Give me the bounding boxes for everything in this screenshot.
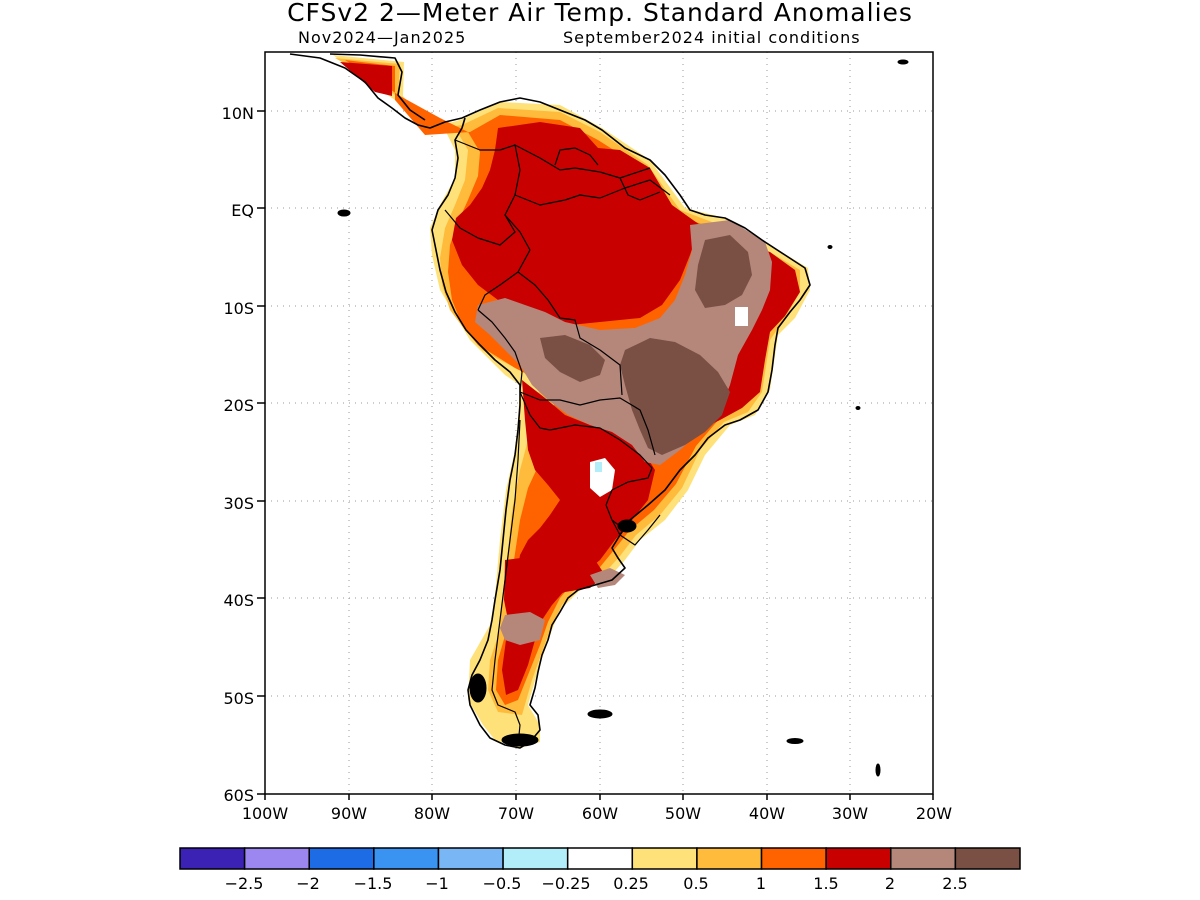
- colorbar-swatch: [308, 847, 375, 870]
- colorbar-label: −0.5: [483, 874, 522, 893]
- colorbar-swatch: [243, 847, 310, 870]
- colorbar-label: −2.5: [225, 874, 264, 893]
- anomaly-field: [333, 55, 810, 748]
- coastline: [289, 53, 811, 749]
- anomaly-region-dark-brown: [620, 338, 730, 455]
- anomaly-region-dark-brown: [695, 235, 752, 308]
- anomaly-region-light-blue: [595, 462, 602, 472]
- colorbar-labels: −2.5 −2 −1.5 −1 −0.5 −0.25 0.25 0.5 1 1.…: [225, 874, 968, 893]
- lon-label: 50W: [665, 804, 701, 823]
- lat-label: 30S: [223, 494, 254, 513]
- anomaly-region-red: [340, 62, 392, 96]
- colorbar-swatch: [760, 847, 827, 870]
- anomaly-region-red: [502, 380, 655, 695]
- anomaly-region-dark-brown: [540, 335, 605, 382]
- colorbar-label: −1.5: [354, 874, 393, 893]
- anomaly-region-red: [504, 552, 605, 630]
- colorbar-swatch: [954, 847, 1021, 870]
- colorbar-label: 1.5: [813, 874, 838, 893]
- colorbar-swatch: [502, 847, 569, 870]
- colorbar-label: 1: [756, 874, 766, 893]
- colorbar: [179, 847, 1021, 870]
- colorbar-label: −0.25: [541, 874, 590, 893]
- colorbar-swatch: [179, 847, 246, 870]
- lon-label: 100W: [242, 804, 289, 823]
- map-title: CFSv2 2—Meter Air Temp. Standard Anomali…: [287, 0, 913, 27]
- colorbar-label: 0.5: [683, 874, 708, 893]
- colorbar-swatch: [373, 847, 440, 870]
- country-borders: [444, 139, 671, 746]
- colorbar-swatch: [825, 847, 892, 870]
- islands: [337, 59, 909, 777]
- lon-label: 70W: [498, 804, 534, 823]
- lat-label: 40S: [223, 591, 254, 610]
- longitude-labels: 100W 90W 80W 70W 60W 50W 40W 30W 20W: [242, 804, 952, 823]
- colorbar-label: 0.25: [613, 874, 649, 893]
- colorbar-label: 2.5: [942, 874, 967, 893]
- lat-label: 50S: [223, 689, 254, 708]
- lon-label: 20W: [916, 804, 952, 823]
- latitude-labels: 10N EQ 10S 20S 30S 40S 50S 60S: [222, 104, 254, 805]
- lon-label: 40W: [749, 804, 785, 823]
- forecast-period: Nov2024—Jan2025: [298, 28, 467, 47]
- lat-label: 20S: [223, 396, 254, 415]
- anomaly-region-light-brown: [500, 612, 545, 645]
- map-frame: [264, 51, 934, 795]
- lat-label: EQ: [231, 201, 254, 220]
- lon-label: 80W: [414, 804, 450, 823]
- colorbar-swatch: [631, 847, 698, 870]
- colorbar-label: 2: [885, 874, 895, 893]
- lat-label: 10N: [222, 104, 254, 123]
- initial-conditions: September2024 initial conditions: [563, 28, 861, 47]
- colorbar-label: −2: [296, 874, 320, 893]
- lon-label: 30W: [832, 804, 868, 823]
- colorbar-swatch: [890, 847, 957, 870]
- lat-label: 60S: [223, 786, 254, 805]
- lon-label: 90W: [331, 804, 367, 823]
- lat-label: 10S: [223, 299, 254, 318]
- colorbar-label: −1: [425, 874, 449, 893]
- axis-ticks: [257, 110, 934, 800]
- colorbar-swatch: [437, 847, 504, 870]
- colorbar-swatch: [696, 847, 763, 870]
- lon-label: 60W: [582, 804, 618, 823]
- anomaly-region-white: [735, 307, 748, 326]
- colorbar-swatch: [566, 847, 634, 870]
- anomaly-region-light-brown: [590, 568, 625, 588]
